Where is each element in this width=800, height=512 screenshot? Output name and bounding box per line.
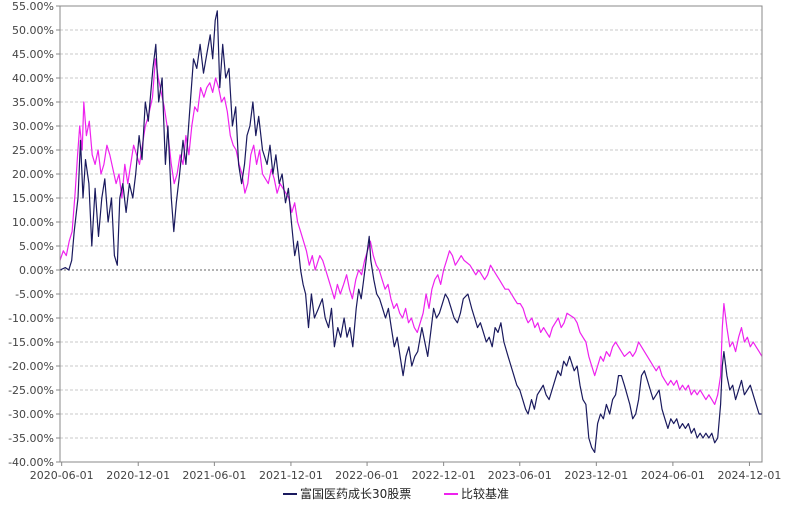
y-tick-label: -10.00% <box>8 312 54 325</box>
y-tick-label: 45.00% <box>12 48 54 61</box>
x-tick-label: 2021-06-01 <box>182 469 246 482</box>
y-tick-label: 35.00% <box>12 96 54 109</box>
y-tick-label: 50.00% <box>12 24 54 37</box>
x-tick-label: 2020-12-01 <box>106 469 170 482</box>
y-axis-ticks: 55.00% 50.00% 45.00% 40.00% 35.00% 30.00% 25.0… <box>8 0 60 469</box>
legend-label-fund: 富国医药成长30股票 <box>300 486 411 501</box>
y-tick-label: 20.00% <box>12 168 54 181</box>
series-lines <box>59 10 763 453</box>
y-tick-label: -20.00% <box>8 360 54 373</box>
y-tick-label: -5.00% <box>15 288 54 301</box>
legend-label-benchmark: 比较基准 <box>461 486 509 501</box>
x-tick-label: 2024-12-01 <box>717 469 781 482</box>
y-tick-label: 5.00% <box>19 240 54 253</box>
x-tick-label: 2022-12-01 <box>412 469 476 482</box>
x-tick-label: 2023-06-01 <box>488 469 552 482</box>
series-line-benchmark <box>59 58 763 405</box>
series-line-fund <box>59 10 762 453</box>
x-tick-label: 2024-06-01 <box>641 469 705 482</box>
y-tick-label: 25.00% <box>12 144 54 157</box>
x-tick-label: 2023-12-01 <box>564 469 628 482</box>
y-tick-label: 30.00% <box>12 120 54 133</box>
y-tick-label: 15.00% <box>12 192 54 205</box>
y-tick-label: 40.00% <box>12 72 54 85</box>
y-tick-label: 0.00% <box>19 264 54 277</box>
y-tick-label: -15.00% <box>8 336 54 349</box>
plot-frame <box>59 5 763 463</box>
y-tick-label: -40.00% <box>8 456 54 469</box>
y-tick-label: -30.00% <box>8 408 54 421</box>
y-tick-label: -25.00% <box>8 384 54 397</box>
legend: 富国医药成长30股票 比较基准 <box>283 486 509 501</box>
y-tick-label: -35.00% <box>8 432 54 445</box>
x-axis-ticks: 2020-06-01 2020-12-01 2021-06-01 2021-12-01… <box>30 462 781 482</box>
x-tick-label: 2020-06-01 <box>30 469 94 482</box>
grid-lines <box>60 5 762 463</box>
x-tick-label: 2022-06-01 <box>335 469 399 482</box>
y-tick-label: 55.00% <box>12 0 54 13</box>
y-tick-label: 10.00% <box>12 216 54 229</box>
x-tick-label: 2021-12-01 <box>259 469 323 482</box>
